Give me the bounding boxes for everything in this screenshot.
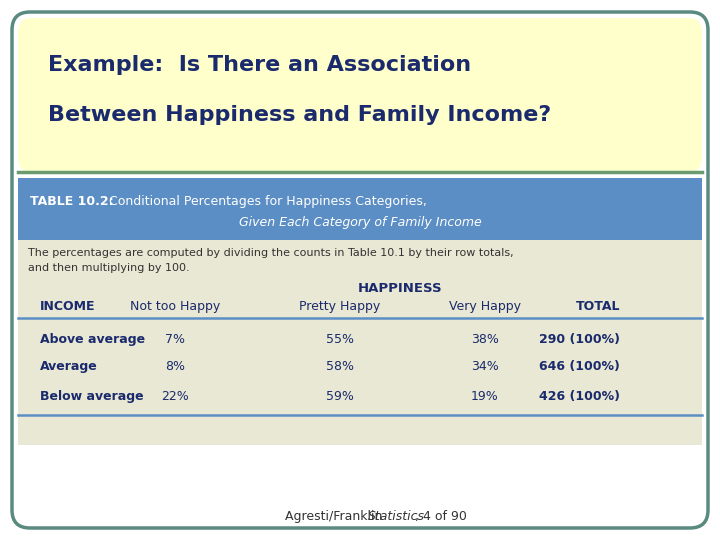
Text: 34%: 34%	[471, 360, 499, 373]
Bar	[18, 240, 702, 445]
Text: Example:  Is There an Association: Example: Is There an Association	[48, 55, 471, 75]
Text: Between Happiness and Family Income?: Between Happiness and Family Income?	[48, 105, 552, 125]
Text: 8%: 8%	[165, 360, 185, 373]
Text: Given Each Category of Family Income: Given Each Category of Family Income	[238, 216, 482, 229]
Text: HAPPINESS: HAPPINESS	[358, 282, 442, 295]
Text: Pretty Happy: Pretty Happy	[300, 300, 381, 313]
FancyBboxPatch shape	[12, 12, 708, 528]
Text: and then multiplying by 100.: and then multiplying by 100.	[28, 263, 189, 273]
Text: Not too Happy: Not too Happy	[130, 300, 220, 313]
Text: 19%: 19%	[471, 390, 499, 403]
Text: Above average: Above average	[40, 333, 145, 346]
Text: 646 (100%): 646 (100%)	[539, 360, 620, 373]
Text: TABLE 10.2:: TABLE 10.2:	[30, 195, 114, 208]
Text: INCOME: INCOME	[40, 300, 96, 313]
Text: 426 (100%): 426 (100%)	[539, 390, 620, 403]
Text: Agresti/Franklin: Agresti/Franklin	[285, 510, 387, 523]
Text: 7%: 7%	[165, 333, 185, 346]
Text: Statistics: Statistics	[368, 510, 425, 523]
Text: , 4 of 90: , 4 of 90	[415, 510, 467, 523]
Text: 55%: 55%	[326, 333, 354, 346]
Text: The percentages are computed by dividing the counts in Table 10.1 by their row t: The percentages are computed by dividing…	[28, 248, 513, 258]
Text: TOTAL: TOTAL	[575, 300, 620, 313]
Text: Average: Average	[40, 360, 98, 373]
Text: 22%: 22%	[161, 390, 189, 403]
FancyBboxPatch shape	[18, 18, 702, 172]
Text: Conditional Percentages for Happiness Categories,: Conditional Percentages for Happiness Ca…	[105, 195, 427, 208]
Text: Very Happy: Very Happy	[449, 300, 521, 313]
Text: 38%: 38%	[471, 333, 499, 346]
Text: 59%: 59%	[326, 390, 354, 403]
Text: 58%: 58%	[326, 360, 354, 373]
Text: Below average: Below average	[40, 390, 143, 403]
Bar	[18, 178, 702, 240]
Text: 290 (100%): 290 (100%)	[539, 333, 620, 346]
